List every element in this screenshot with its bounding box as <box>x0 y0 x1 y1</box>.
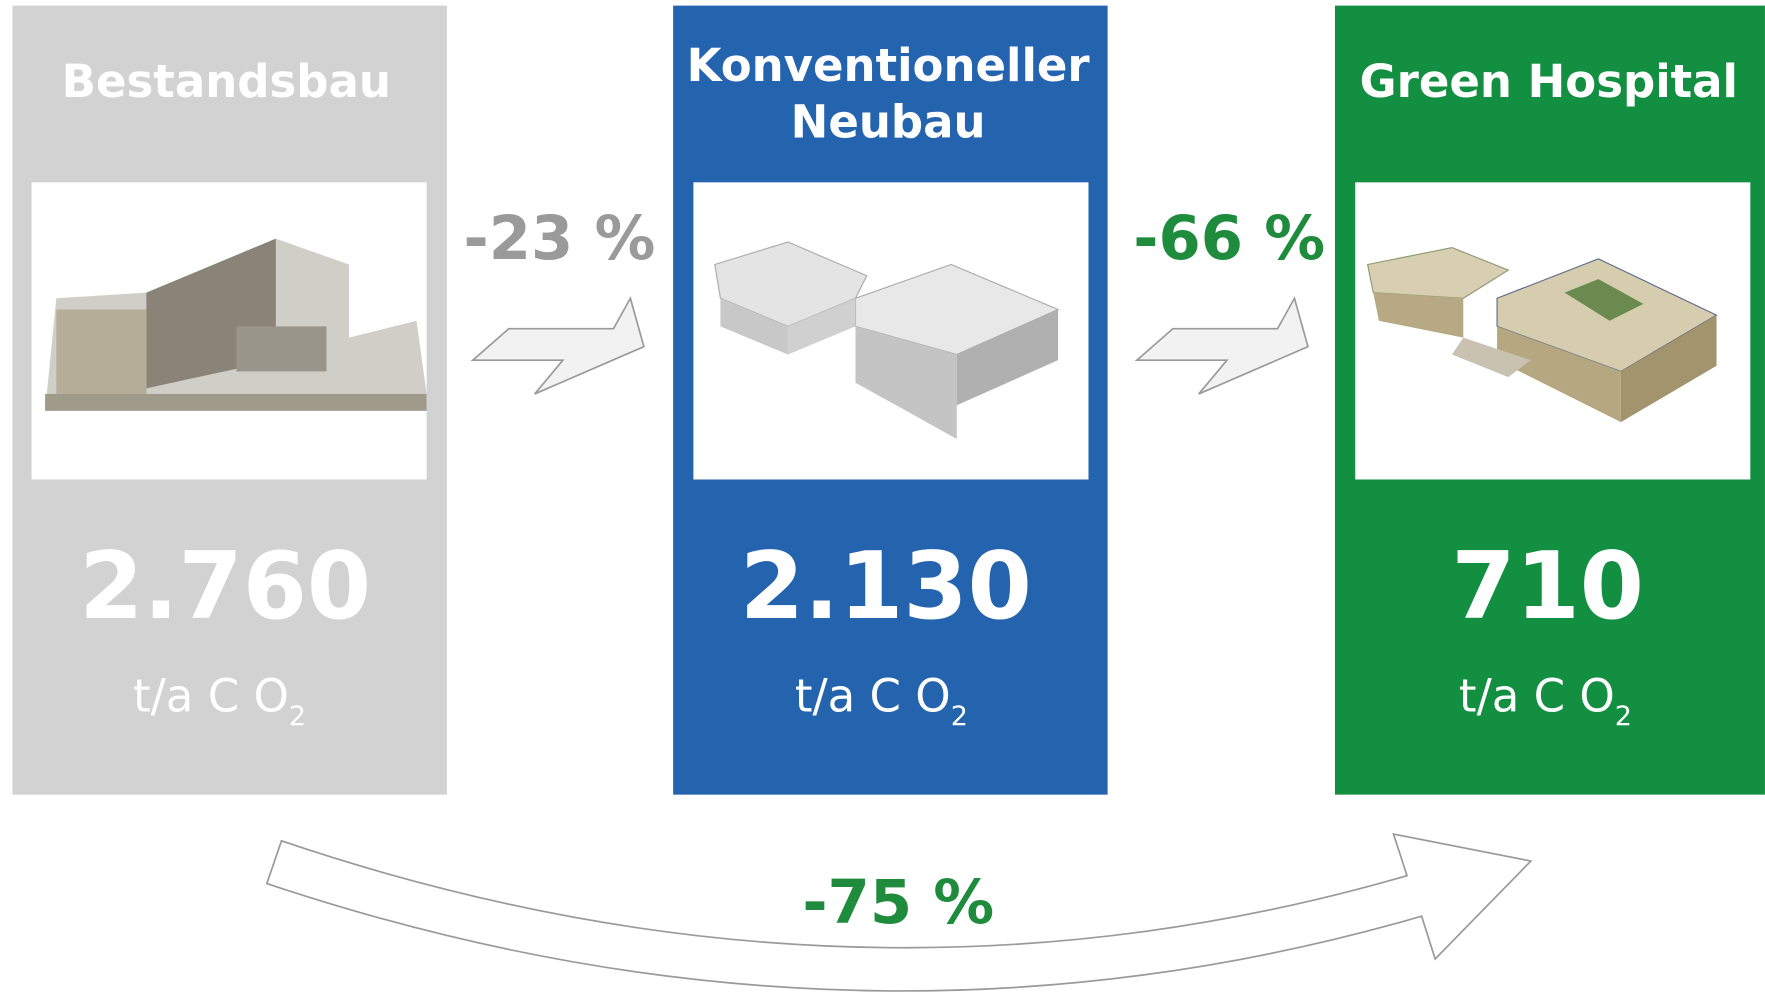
unit-subscript: 2 <box>951 701 968 732</box>
unit-subscript: 2 <box>1615 701 1632 732</box>
panel-value: 2.130 <box>740 532 1032 640</box>
reduction-label: -75 % <box>802 868 994 938</box>
unit-text: t/a C O <box>133 669 289 722</box>
panel-green: Green Hospital 710 t/a C O2 <box>1335 6 1765 795</box>
reduction-label: -23 % <box>464 204 656 274</box>
panel-value: 710 <box>1451 532 1644 640</box>
panel-conventional: Konventioneller Neubau 2.130 t/a C O2 <box>673 6 1107 795</box>
panel-value: 2.760 <box>79 532 371 640</box>
arrow-1 <box>473 298 644 394</box>
infographic: Bestandsbau 2.760 t/a C O2 Konventionell… <box>0 0 1765 995</box>
panel-title: Green Hospital <box>1360 55 1738 108</box>
unit-text: t/a C O <box>795 669 951 722</box>
panel-title: Bestandsbau <box>62 55 391 108</box>
panel-existing: Bestandsbau 2.760 t/a C O2 <box>12 6 446 795</box>
reduction-label: -66 % <box>1133 204 1325 274</box>
page: Bestandsbau 2.760 t/a C O2 Konventionell… <box>0 0 1765 995</box>
panel-title: Konventioneller <box>687 39 1091 92</box>
unit-subscript: 2 <box>289 701 306 732</box>
panel-title: Neubau <box>791 95 986 148</box>
arrow-2 <box>1137 298 1308 394</box>
unit-text: t/a C O <box>1459 669 1615 722</box>
